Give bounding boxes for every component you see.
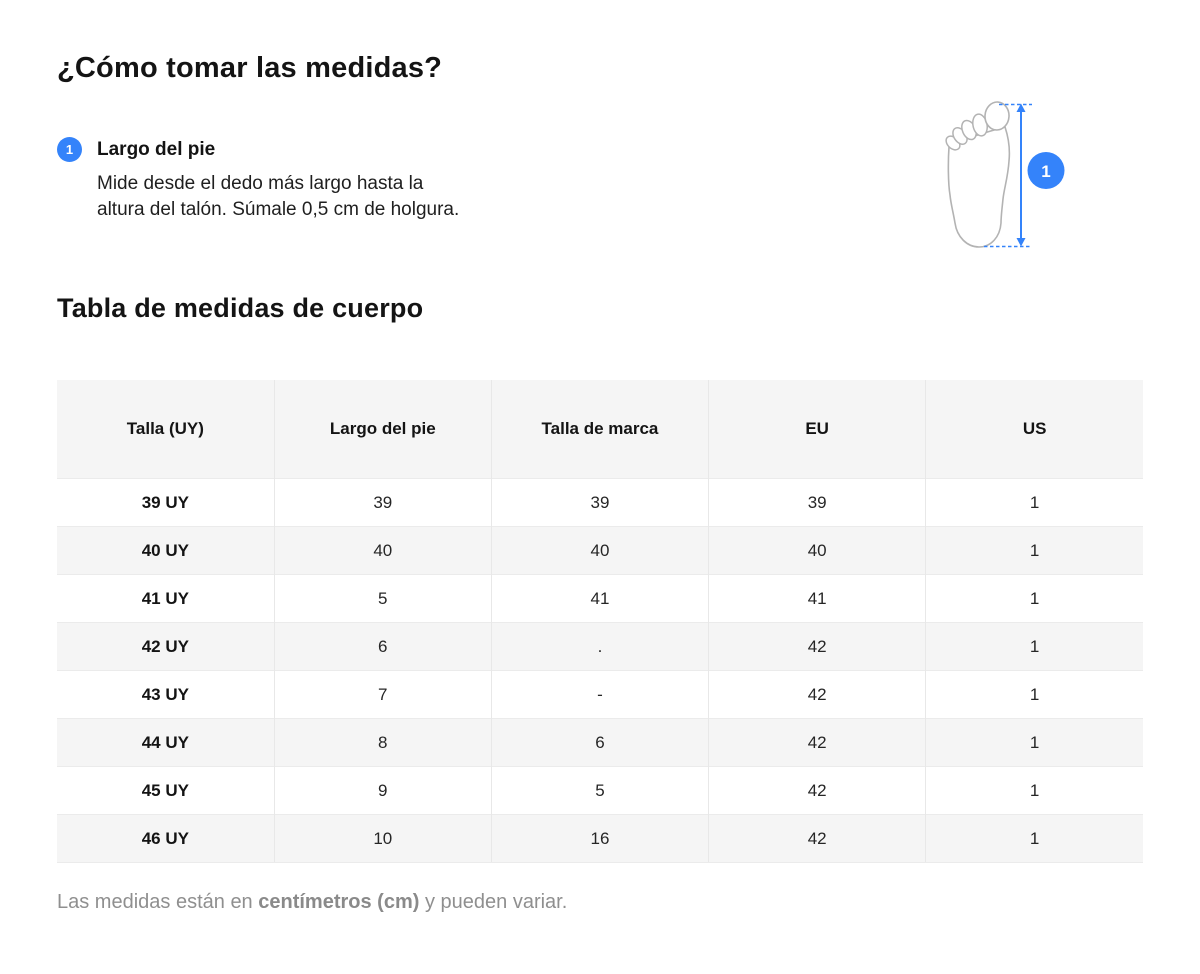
cell-value: 42: [708, 670, 927, 719]
cell-value: 39: [274, 478, 492, 527]
cell-value: 1: [925, 526, 1143, 575]
row-size-label: 43 UY: [57, 670, 275, 719]
table-section-title: Tabla de medidas de cuerpo: [57, 293, 424, 323]
step-description-line: Mide desde el dedo más largo hasta la: [97, 173, 424, 194]
table-row: 43 UY 7-42 1: [57, 670, 1143, 719]
units-note: Las medidas están en centímetros (cm) y …: [57, 891, 567, 914]
page-title: ¿Cómo tomar las medidas?: [57, 52, 443, 84]
cell-value: 40: [274, 526, 492, 575]
row-size-label: 39 UY: [57, 478, 275, 527]
cell-value: .: [491, 622, 710, 671]
table-row: 40 UY 40 40 40 1: [57, 526, 1143, 575]
cell-value: 10: [274, 814, 492, 863]
cell-value: 40: [708, 526, 927, 575]
column-header: Talla de marca: [491, 380, 710, 479]
cell-value: 39: [491, 478, 710, 527]
cell-value: 16: [491, 814, 710, 863]
step-description: Mide desde el dedo más largo hasta la al…: [97, 171, 459, 223]
foot-measure-illustration: 1: [933, 99, 1065, 251]
cell-value: 42: [708, 718, 927, 767]
cell-value: -: [491, 670, 710, 719]
cell-value: 40: [491, 526, 710, 575]
step-title: Largo del pie: [97, 139, 216, 160]
cell-value: 42: [708, 622, 927, 671]
units-note-text: Las medidas están en: [57, 891, 259, 913]
cell-value: 41: [708, 574, 927, 623]
column-header: Talla (UY): [57, 380, 275, 479]
table-header-row: Talla (UY) Largo del pie Talla de marca EU U…: [57, 380, 1143, 479]
table-row: 39 UY 39 39 39 1: [57, 478, 1143, 527]
row-size-label: 46 UY: [57, 814, 275, 863]
table-body: 39 UY 39 39 39 1 40 UY 40 40 40 1 41 UY 5 41 41 1 42 UY…: [57, 478, 1143, 863]
step-number-badge: 1: [57, 137, 82, 162]
column-header: US: [925, 380, 1143, 479]
row-size-label: 45 UY: [57, 766, 275, 815]
cell-value: 1: [925, 814, 1143, 863]
table-row: 46 UY 10 16 42 1: [57, 814, 1143, 863]
table-row: 42 UY 6. 42 1: [57, 622, 1143, 671]
table-row: 45 UY 9 5 42 1: [57, 766, 1143, 815]
measure-step: Largo del pie Mide desde el dedo más lar…: [97, 138, 459, 223]
diagram-number-badge: [1027, 152, 1065, 189]
row-size-label: 41 UY: [57, 574, 275, 623]
cell-value: 1: [925, 766, 1143, 815]
foot-diagram-icon: 1: [945, 101, 1065, 248]
cell-value: 42: [708, 766, 927, 815]
size-table: Talla (UY) Largo del pie Talla de marca EU U…: [57, 380, 1143, 863]
measure-arrow-head-bottom: [1016, 238, 1026, 247]
table-row: 44 UY 8 6 42 1: [57, 718, 1143, 767]
units-note-bold: centímetros (cm): [258, 891, 420, 913]
row-size-label: 44 UY: [57, 718, 275, 767]
cell-value: 1: [925, 622, 1143, 671]
table-row: 41 UY 5 41 41 1: [57, 574, 1143, 623]
cell-value: 1: [925, 478, 1143, 527]
cell-value: 6: [274, 622, 492, 671]
cell-value: 6: [491, 718, 710, 767]
cell-value: 1: [925, 670, 1143, 719]
cell-value: 1: [925, 574, 1143, 623]
measure-arrow-head-top: [1016, 103, 1026, 112]
cell-value: 5: [274, 574, 492, 623]
foot-outline-icon: [947, 126, 1011, 248]
row-size-label: 42 UY: [57, 622, 275, 671]
cell-value: 7: [274, 670, 492, 719]
cell-value: 1: [925, 718, 1143, 767]
step-description-line: altura del talón. Súmale 0,5 cm de holgu…: [97, 199, 460, 220]
column-header: Largo del pie: [274, 380, 492, 479]
column-header: EU: [708, 380, 927, 479]
row-size-label: 40 UY: [57, 526, 275, 575]
cell-value: 8: [274, 718, 492, 767]
cell-value: 9: [274, 766, 492, 815]
cell-value: 39: [708, 478, 927, 527]
diagram-number-badge-label: 1: [1041, 162, 1050, 181]
cell-value: 5: [491, 766, 710, 815]
cell-value: 41: [491, 574, 710, 623]
units-note-text: y pueden variar.: [419, 891, 568, 913]
big-toe-icon: [984, 101, 1010, 131]
cell-value: 42: [708, 814, 927, 863]
